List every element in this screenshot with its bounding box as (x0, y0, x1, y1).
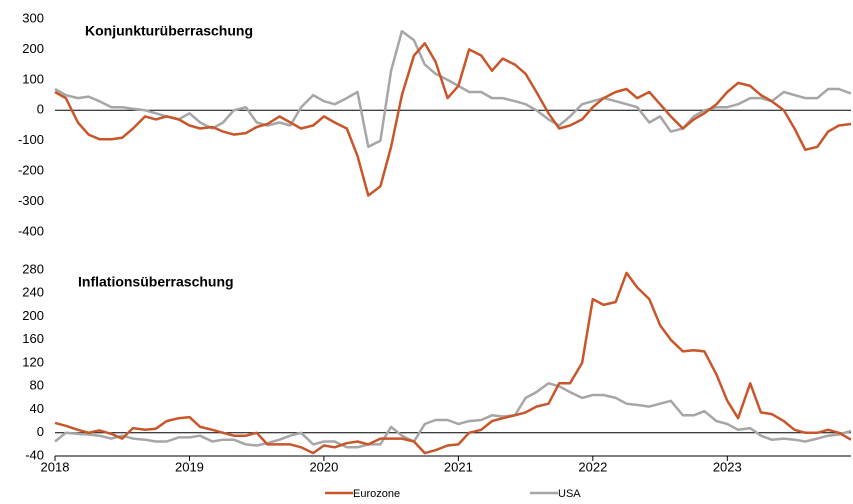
x-tick-label: 2022 (578, 459, 607, 474)
x-tick-label: 2019 (175, 459, 204, 474)
x-tick-label: 2021 (444, 459, 473, 474)
series-line (54, 29, 852, 149)
series-line (54, 271, 852, 455)
y-tick-label: 200 (22, 308, 44, 323)
y-tick-label: -300 (18, 193, 44, 208)
y-tick-label: 0 (37, 424, 44, 439)
y-tick-label: 80 (30, 378, 44, 393)
x-tick-label: 2020 (309, 459, 338, 474)
series-line (54, 382, 852, 449)
y-tick-label: -200 (18, 163, 44, 178)
y-tick-label: -40 (25, 447, 44, 462)
x-tick-label: 2023 (713, 459, 742, 474)
legend-label: USA (558, 488, 581, 500)
y-tick-label: 100 (22, 71, 44, 86)
x-tick-label: 2018 (41, 459, 70, 474)
y-tick-label: 240 (22, 285, 44, 300)
y-tick-label: 280 (22, 261, 44, 276)
chart-title: Inflationsüberraschung (78, 274, 234, 290)
chart-title: Konjunkturüberraschung (85, 23, 253, 39)
y-tick-label: 300 (22, 10, 44, 25)
y-tick-label: 120 (22, 354, 44, 369)
y-tick-label: 0 (37, 102, 44, 117)
y-tick-label: 200 (22, 41, 44, 56)
y-tick-label: 40 (30, 401, 44, 416)
y-tick-label: 160 (22, 331, 44, 346)
series-line (54, 42, 852, 197)
y-tick-label: -400 (18, 223, 44, 238)
y-tick-label: -100 (18, 132, 44, 147)
legend-label: Eurozone (353, 488, 400, 500)
